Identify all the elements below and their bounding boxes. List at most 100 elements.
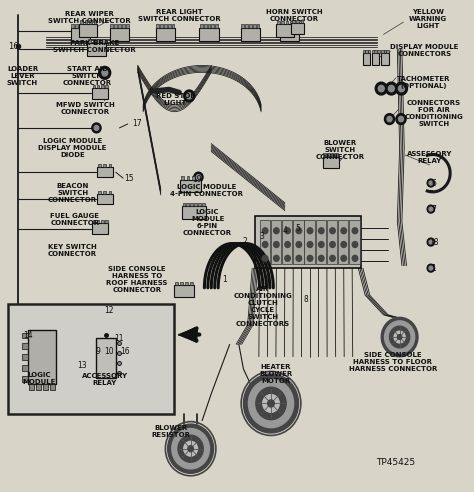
Bar <box>293 220 303 264</box>
Bar <box>8 304 173 414</box>
Circle shape <box>263 228 268 234</box>
Text: 11: 11 <box>114 334 123 343</box>
Text: 16: 16 <box>9 42 19 51</box>
Bar <box>98 164 101 167</box>
Bar <box>368 50 370 53</box>
Bar <box>260 220 270 264</box>
Circle shape <box>394 331 405 343</box>
Text: RED STOP
LIGHT: RED STOP LIGHT <box>156 93 195 106</box>
Circle shape <box>375 82 387 95</box>
Text: TP45425: TP45425 <box>376 458 416 467</box>
Text: 3: 3 <box>259 232 264 241</box>
Circle shape <box>263 242 268 247</box>
Circle shape <box>285 255 291 261</box>
Text: LOGIC
MODULE
6-PIN
CONNECTOR: LOGIC MODULE 6-PIN CONNECTOR <box>183 209 232 236</box>
Text: 13: 13 <box>77 361 87 369</box>
Bar <box>363 50 365 53</box>
Text: LOGIC MODULE
DISPLAY MODULE
DIODE: LOGIC MODULE DISPLAY MODULE DIODE <box>38 138 107 157</box>
Bar <box>122 24 125 28</box>
Circle shape <box>256 387 286 420</box>
Bar <box>276 24 293 37</box>
Bar <box>71 28 90 41</box>
Bar <box>92 220 95 223</box>
Bar <box>180 180 201 192</box>
Circle shape <box>263 395 279 412</box>
Bar <box>365 50 368 53</box>
Bar <box>180 282 182 285</box>
Text: 6: 6 <box>432 179 437 187</box>
Bar <box>160 24 163 28</box>
Bar <box>255 216 361 268</box>
Circle shape <box>385 82 397 95</box>
Circle shape <box>388 86 394 92</box>
Circle shape <box>307 255 313 261</box>
Text: 16: 16 <box>120 347 130 356</box>
Bar <box>110 24 113 28</box>
Bar <box>98 191 101 194</box>
Bar <box>284 24 287 28</box>
Circle shape <box>273 255 279 261</box>
Circle shape <box>352 255 358 261</box>
Circle shape <box>248 379 293 428</box>
Bar <box>211 24 214 28</box>
Text: AIR
CONDITIONING
CLUTCH
CYCLE
SWITCH
CONNECTORS: AIR CONDITIONING CLUTCH CYCLE SWITCH CON… <box>233 285 292 327</box>
Text: FUEL GAUGE
CONNECTOR: FUEL GAUGE CONNECTOR <box>50 214 100 226</box>
Text: 7: 7 <box>432 205 437 214</box>
Bar <box>372 53 379 65</box>
Text: 14: 14 <box>24 331 33 340</box>
Text: SIDE CONSOLE
HARNESS TO FLOOR
HARNESS CONNECTOR: SIDE CONSOLE HARNESS TO FLOOR HARNESS CO… <box>348 352 437 371</box>
Bar <box>286 21 288 24</box>
Circle shape <box>99 66 111 79</box>
Text: 8: 8 <box>303 295 308 304</box>
Bar <box>301 20 303 23</box>
Circle shape <box>399 116 403 122</box>
Bar <box>245 24 248 28</box>
Bar <box>257 24 259 28</box>
Text: 10: 10 <box>104 347 114 356</box>
Circle shape <box>273 242 279 247</box>
Bar <box>109 191 111 194</box>
Bar <box>288 24 291 28</box>
Circle shape <box>94 125 99 130</box>
Text: 18: 18 <box>429 238 439 246</box>
Bar <box>331 154 334 157</box>
Circle shape <box>296 242 301 247</box>
Circle shape <box>102 69 108 76</box>
Bar <box>92 88 109 99</box>
Bar <box>97 338 116 378</box>
Bar <box>83 24 86 28</box>
Bar <box>101 85 104 88</box>
Text: BLOWER
RESISTOR: BLOWER RESISTOR <box>152 426 191 438</box>
Bar <box>208 24 210 28</box>
Circle shape <box>341 228 346 234</box>
Bar <box>109 164 111 167</box>
Text: 1: 1 <box>223 275 228 284</box>
Bar <box>338 220 348 264</box>
Bar <box>29 384 34 390</box>
Bar <box>204 24 207 28</box>
Circle shape <box>296 255 301 261</box>
Circle shape <box>381 317 418 357</box>
Circle shape <box>172 429 210 469</box>
Text: MFWD SWITCH
CONNECTOR: MFWD SWITCH CONNECTOR <box>55 102 114 115</box>
Circle shape <box>387 116 392 122</box>
Circle shape <box>263 255 268 261</box>
Bar <box>253 24 255 28</box>
Bar <box>89 20 92 24</box>
Bar <box>92 85 95 88</box>
Text: REAR WIPER
SWITCH CONNECTOR: REAR WIPER SWITCH CONNECTOR <box>48 11 131 24</box>
Circle shape <box>429 207 433 211</box>
Text: 2: 2 <box>242 237 247 246</box>
Circle shape <box>352 228 358 234</box>
Bar <box>118 24 121 28</box>
Bar <box>215 24 218 28</box>
Bar <box>103 164 106 167</box>
Circle shape <box>168 424 214 473</box>
Circle shape <box>429 240 433 244</box>
Circle shape <box>296 228 301 234</box>
Bar <box>327 220 337 264</box>
Text: CONNECTORS
FOR AIR
CONDITIONING
SWITCH: CONNECTORS FOR AIR CONDITIONING SWITCH <box>404 100 463 126</box>
Circle shape <box>196 175 201 180</box>
Circle shape <box>429 266 433 270</box>
Text: TACHOMETER
(OPTIONAL): TACHOMETER (OPTIONAL) <box>397 76 451 89</box>
